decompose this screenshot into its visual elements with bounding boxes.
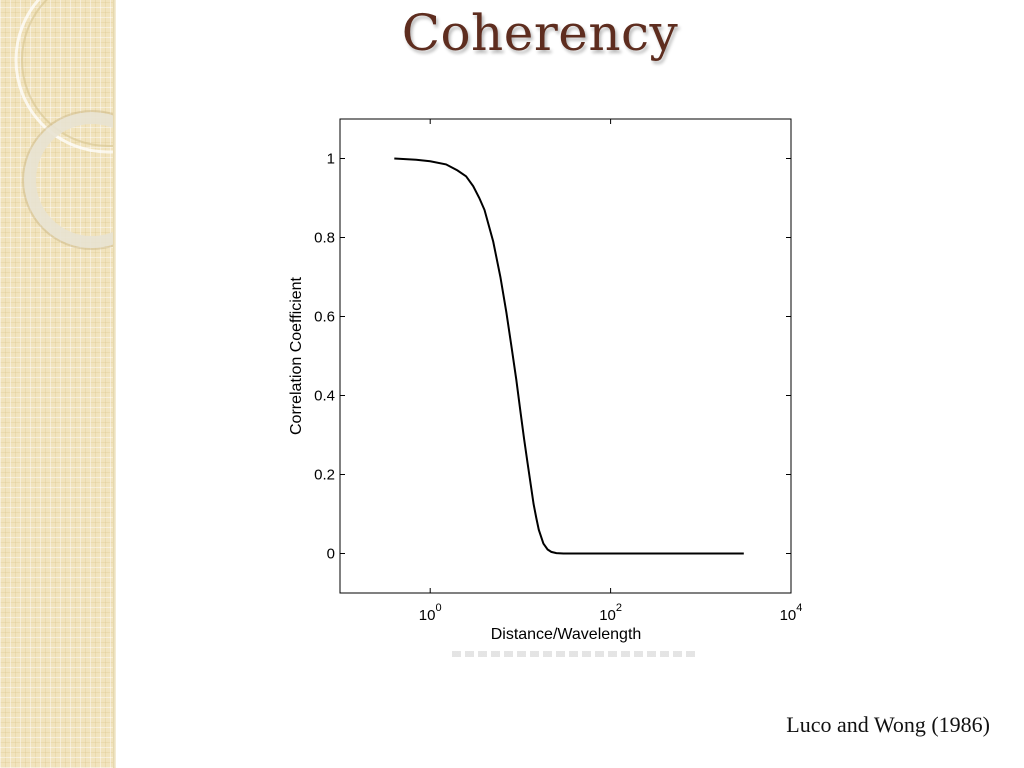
x-tick-label: 104 [780, 602, 803, 624]
citation: Luco and Wong (1986) [786, 712, 990, 737]
clipped-caption-fragment [452, 651, 697, 657]
x-tick-base: 10 [599, 607, 616, 624]
x-tick-exponent: 0 [435, 602, 441, 614]
slide-title: Coherency [401, 4, 679, 62]
x-tick-base: 10 [419, 607, 436, 624]
x-tick-exponent: 4 [796, 602, 802, 614]
y-tick-label: 0.6 [314, 309, 335, 326]
sidebar-edge [113, 0, 116, 768]
x-tick-base: 10 [780, 607, 797, 624]
x-axis-label: Distance/Wavelength [491, 626, 642, 643]
y-tick-label: 0.4 [314, 388, 335, 405]
decorative-sidebar [0, 0, 113, 768]
series-line [394, 157, 744, 555]
y-axis-label: Correlation Coefficient [288, 276, 305, 435]
y-tick-label: 0.8 [314, 230, 335, 247]
x-tick-label: 100 [419, 602, 442, 624]
x-tick-label: 102 [599, 602, 622, 624]
x-tick-exponent: 2 [616, 602, 622, 614]
plot-frame [339, 118, 792, 594]
y-tick-label: 0 [327, 546, 335, 563]
sidebar-rings-decoration [14, 0, 113, 250]
y-tick-label: 1 [327, 151, 335, 168]
y-tick-label: 0.2 [314, 467, 335, 484]
